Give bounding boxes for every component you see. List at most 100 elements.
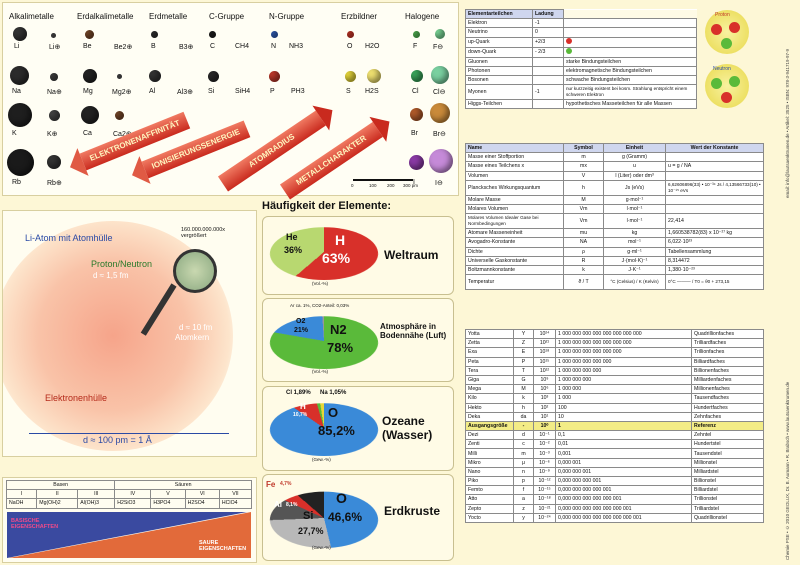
erdkruste-al-value: 8,1% (286, 502, 298, 508)
cell: u (603, 161, 666, 172)
cell: Z (513, 338, 534, 349)
prefix-reference-row: Ausgangsgröße - 10⁰ 1 Referenz (465, 420, 764, 432)
cell: up-Quark (465, 36, 533, 48)
table-row: Dezi d 10⁻¹ 0,1 Zehntel (465, 430, 764, 441)
atom-o (347, 31, 354, 38)
cell: Avogadro-Konstante (465, 237, 564, 248)
cell: 1,380·10⁻²³ (665, 264, 764, 276)
ozeane-na: Na 1,05% (320, 390, 347, 396)
table-row: Universelle Gaskonstante R J·(mol·K)⁻¹ 8,31… (465, 255, 764, 266)
cell: 10²⁴ (533, 328, 556, 340)
cell: 10⁻⁹ (533, 466, 556, 478)
erdkruste-si-value: 27,7% (298, 526, 324, 536)
sym-k-ion: K⊕ (47, 131, 58, 138)
sym-be: Be (83, 43, 92, 50)
atom-i (409, 155, 424, 170)
cell: 10⁶ (533, 384, 556, 395)
group-header-erdmetalle: Erdmetalle (149, 12, 188, 21)
sym-ca-ion: Ca2⊕ (113, 131, 132, 138)
cell: Billiardstel (691, 485, 764, 496)
cell: 1 000 000 000 000 000 000 000 (555, 338, 692, 349)
luft-note: (Vol.-%) (312, 369, 329, 374)
cell: m (513, 448, 534, 459)
luft-o2-label: O2 (296, 318, 306, 325)
cell: Temperatur (465, 274, 564, 291)
cell: 0,000 000 000 000 000 000 001 (555, 503, 692, 514)
cell: a (513, 494, 534, 505)
cell: 10¹⁸ (533, 347, 556, 358)
sym-si: Si (208, 88, 215, 95)
numeral-3: III (77, 489, 116, 500)
table-row: Yotta Y 10²⁴ 1 000 000 000 000 000 000 000 … (465, 328, 764, 340)
erdkruste-title: Erdkruste (384, 504, 441, 518)
formula-naoh: NaOH (5, 498, 38, 509)
cell: 22,414 (665, 213, 764, 230)
cell: Quadrillionstel (691, 512, 764, 523)
table-row: Neutrino 0 (465, 27, 697, 38)
table-row: Milli m 10⁻³ 0,001 Tausendstel (465, 448, 764, 459)
ozeane-cl: Cl 1,89% (286, 390, 311, 396)
cell: Trilliardstel (691, 503, 764, 514)
atom-mg (83, 69, 97, 83)
acid-base-panel: Basen Säuren I II III IV V VI VII NaOH M… (2, 477, 257, 563)
cell: Universelle Gaskonstante (465, 255, 564, 266)
cell: +2/3 (532, 36, 564, 48)
sym-rb-ion: Rb⊕ (47, 180, 62, 187)
cell: z (513, 503, 534, 514)
cell: 0,000 000 000 000 000 000 000 001 (555, 512, 692, 523)
cell: 1,660538782(83) x 10⁻²⁷ kg (665, 228, 764, 239)
cell: kg (603, 228, 666, 239)
cell: f (513, 485, 534, 496)
cell: Yotta (465, 328, 514, 340)
table-row: Higgs-Teilchen hypothetisches Masseteilch… (465, 99, 697, 110)
cell: 0,000 000 000 000 000 001 (555, 494, 692, 505)
table-row: Zetta Z 10²¹ 1 000 000 000 000 000 000 000 T… (465, 338, 764, 349)
cell: E (513, 347, 534, 358)
sym-na: Na (12, 88, 21, 95)
formula-aloh3: Al(OH)3 (77, 498, 116, 509)
cell: 100 (555, 402, 692, 413)
constants-header-unit: Einheit (603, 142, 666, 154)
quark-d1 (721, 38, 732, 49)
cell: 10⁻¹² (533, 475, 556, 487)
luft-o2-value: 21% (294, 327, 309, 334)
cell (532, 56, 564, 67)
cell: Billionstel (691, 475, 764, 487)
table-row: Masse eines Teilchens x mx u u = g / NA (465, 161, 764, 172)
cell: NA (563, 237, 604, 248)
cell: y (513, 512, 534, 523)
erdkruste-o-label: O (336, 490, 347, 506)
cell: Atomare Masseneinheit (465, 228, 564, 239)
ozeane-h-value: 10,7% (293, 412, 308, 418)
cell: 0,001 (555, 448, 692, 459)
cell: g (Gramm) (603, 152, 666, 163)
cell: Peta (465, 356, 514, 367)
proton-diagram: Proton (705, 10, 749, 54)
luft-n2-value: 78% (327, 340, 354, 355)
cell: 0 (532, 27, 564, 38)
acid-wedge (9, 512, 251, 558)
erdkruste-fe: Fe (266, 480, 276, 489)
erdkruste-si-label: Si (303, 510, 314, 522)
cell: Hundertfaches (691, 402, 764, 413)
cell: Masse eines Teilchens x (465, 161, 564, 172)
cell: 1 000 000 000 000 000 000 000 000 (555, 328, 692, 340)
cell: Zetta (465, 338, 514, 349)
cell: 0,01 (555, 439, 692, 450)
atom-mg-ion (117, 74, 122, 79)
cell: Milliardenfaches (691, 374, 764, 386)
erdkruste-o-value: 46,6% (328, 510, 363, 524)
sym-cl-ion: Cl⊖ (433, 89, 446, 96)
cell: 0,1 (555, 430, 692, 441)
atom-title: Li-Atom mit Atomhülle (25, 233, 113, 243)
cell: 10 (555, 411, 692, 422)
table-row: Atto a 10⁻¹⁸ 0,000 000 000 000 000 001 Trill… (465, 494, 764, 505)
cell: Tera (465, 365, 514, 376)
table-row: Myonen -1 nur kurzzeitig existent bei kosm… (465, 84, 697, 101)
cell: g·mol⁻¹ (603, 194, 666, 205)
atom-b (151, 31, 158, 38)
cell: p (513, 475, 534, 487)
cell: 10⁻²⁴ (533, 512, 556, 523)
cell (563, 18, 697, 29)
